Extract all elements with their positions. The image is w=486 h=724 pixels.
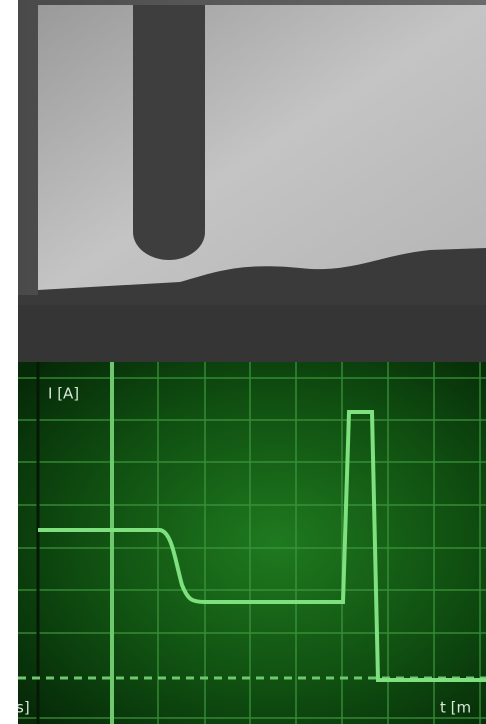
droplet (133, 204, 205, 260)
electrode (133, 5, 205, 230)
left-margin (0, 0, 18, 724)
base-metal (18, 305, 486, 362)
photo (18, 0, 486, 362)
scope-background (18, 362, 486, 724)
x-axis-label: t [m (440, 699, 471, 717)
grid (18, 362, 486, 724)
left-edge-label: s] (16, 699, 30, 717)
backlight (38, 5, 486, 295)
current-trace (38, 410, 486, 682)
y-axis-label: I [A] (48, 385, 79, 403)
oscilloscope: I [A] t [m s] (16, 362, 486, 724)
